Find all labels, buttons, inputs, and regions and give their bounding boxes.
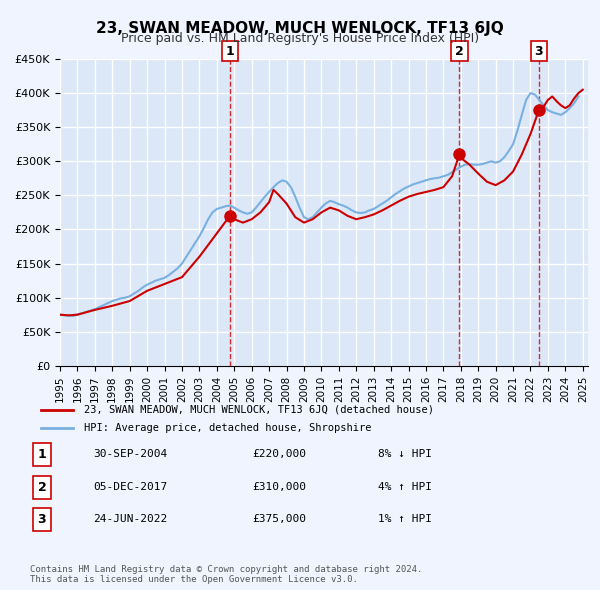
Text: 2: 2 <box>38 481 46 494</box>
Text: 1% ↑ HPI: 1% ↑ HPI <box>378 514 432 524</box>
Text: 8% ↓ HPI: 8% ↓ HPI <box>378 450 432 459</box>
Text: 4% ↑ HPI: 4% ↑ HPI <box>378 482 432 491</box>
Text: Price paid vs. HM Land Registry's House Price Index (HPI): Price paid vs. HM Land Registry's House … <box>121 32 479 45</box>
Text: 2: 2 <box>455 45 464 58</box>
Text: 1: 1 <box>38 448 46 461</box>
Text: £310,000: £310,000 <box>252 482 306 491</box>
Text: £375,000: £375,000 <box>252 514 306 524</box>
Text: Contains HM Land Registry data © Crown copyright and database right 2024.
This d: Contains HM Land Registry data © Crown c… <box>30 565 422 584</box>
Text: 05-DEC-2017: 05-DEC-2017 <box>93 482 167 491</box>
Text: 23, SWAN MEADOW, MUCH WENLOCK, TF13 6JQ: 23, SWAN MEADOW, MUCH WENLOCK, TF13 6JQ <box>96 21 504 35</box>
Text: HPI: Average price, detached house, Shropshire: HPI: Average price, detached house, Shro… <box>84 423 371 433</box>
Text: 3: 3 <box>535 45 543 58</box>
Text: 23, SWAN MEADOW, MUCH WENLOCK, TF13 6JQ (detached house): 23, SWAN MEADOW, MUCH WENLOCK, TF13 6JQ … <box>84 405 434 415</box>
Text: 24-JUN-2022: 24-JUN-2022 <box>93 514 167 524</box>
Text: 3: 3 <box>38 513 46 526</box>
Text: 30-SEP-2004: 30-SEP-2004 <box>93 450 167 459</box>
Text: 1: 1 <box>226 45 234 58</box>
Text: £220,000: £220,000 <box>252 450 306 459</box>
